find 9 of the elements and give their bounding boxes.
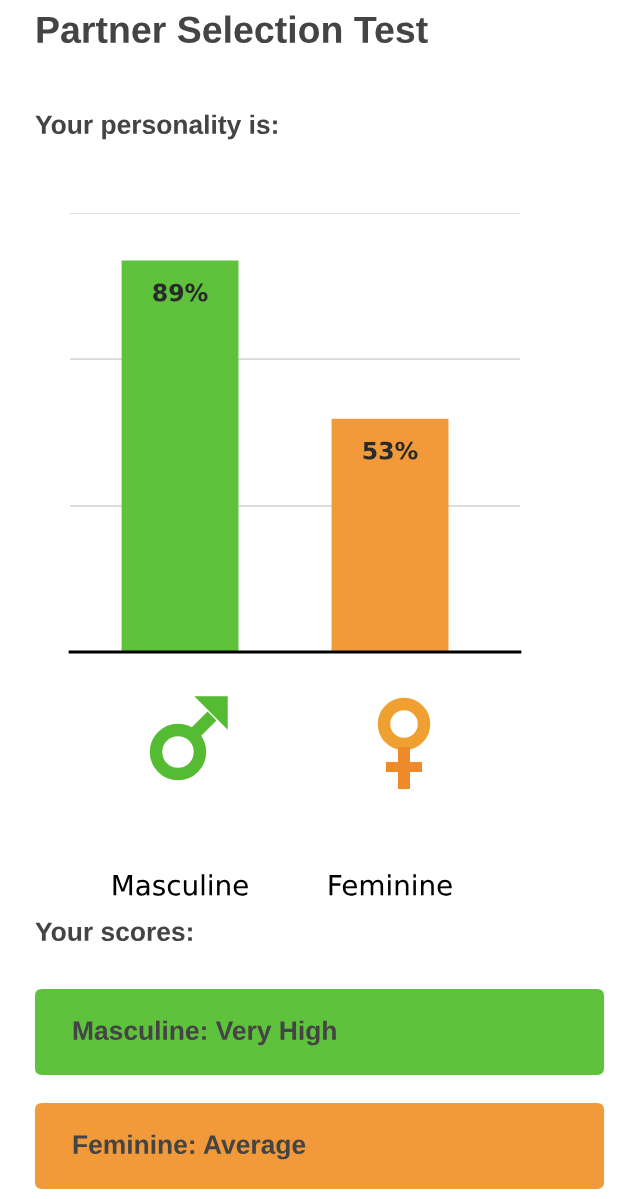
data-label: 89% xyxy=(153,283,208,302)
text: Feminine: Average xyxy=(73,1134,306,1160)
x-tick-label: Feminine xyxy=(329,874,452,896)
chart-title: Partner Selection Test xyxy=(37,15,428,44)
chart-subtitle: Your personality is: xyxy=(35,114,277,140)
x-tick-label: Masculine xyxy=(113,874,248,896)
text: Your scores: xyxy=(35,922,192,942)
text: Masculine: Very High xyxy=(73,1020,336,1046)
data-label: 53% xyxy=(363,441,418,460)
